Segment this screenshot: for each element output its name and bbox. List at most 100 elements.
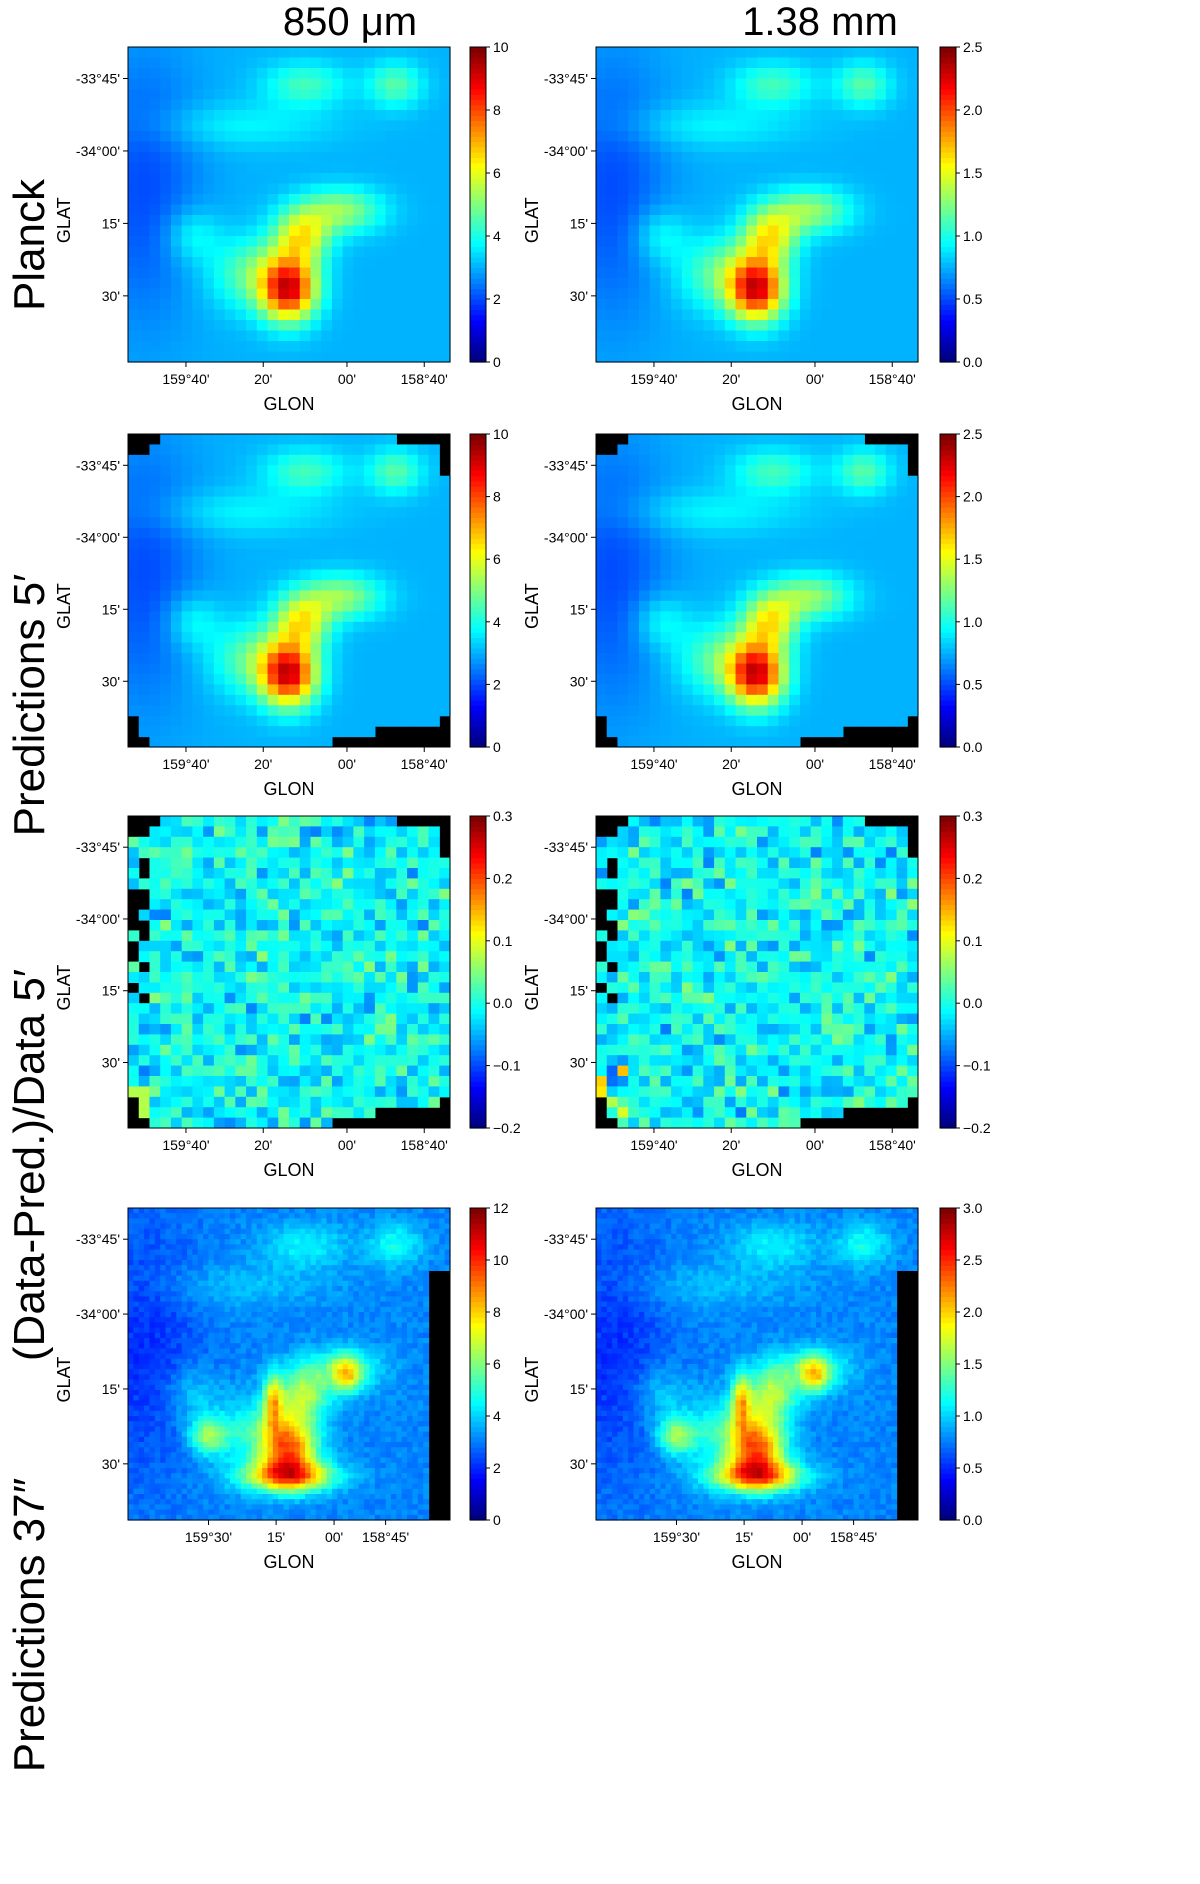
colorbar-tick-label: 2 [493,676,501,692]
x-tick-label: 158°40' [869,756,916,772]
x-tick-label: 158°40' [869,371,916,387]
colorbar: 0.0 0.5 1.0 1.5 2.0 2.5 [939,426,983,755]
y-axis-label: GLAT [522,583,542,629]
colorbar-tick-label: 12 [493,1200,509,1216]
colorbar-tick-label: 0.1 [493,933,513,949]
x-axis-label: GLON [263,1160,314,1180]
colorbar: 0 2 4 6 8 10 [469,426,509,755]
colorbar-tick-label: 2.5 [963,39,983,55]
plot-frame [595,815,919,1129]
y-tick-label: -34°00' [544,1306,588,1322]
y-axis-label: GLAT [54,583,74,629]
x-tick-label: 20' [722,756,740,772]
heatmap-grid [128,1208,451,1521]
colorbar-tick-label: 0.0 [963,1512,983,1528]
y-tick-label: -33°45' [544,1231,588,1247]
plot-frame [595,433,919,748]
y-tick-label: 15' [570,983,588,999]
colorbar-tick-label: 10 [493,426,509,442]
plot-frame [595,46,919,363]
heatmap-grid [128,816,451,1129]
x-axis-label: GLON [263,1552,314,1572]
y-tick-label: 30' [570,1456,588,1472]
colorbar-tick-label: 1.5 [963,551,983,567]
colorbar-tick-label: −0.2 [963,1120,991,1136]
colorbar-tick-label: 0.2 [493,870,513,886]
heatmap-grid [596,47,919,363]
x-tick-label: 159°30' [185,1529,232,1545]
x-tick-label: 00' [338,756,356,772]
x-tick-label: 00' [793,1529,811,1545]
x-tick-label: 159°40' [630,756,677,772]
x-axis-label: GLON [731,1160,782,1180]
colorbar-tick-label: 4 [493,614,501,630]
x-tick-label: 158°40' [869,1137,916,1153]
x-tick-label: 00' [806,1137,824,1153]
x-tick-label: 158°45' [830,1529,877,1545]
panel-1-1: 159°40' 20' 00' 158°40' -33°45' -34°00' 15' 30'… [54,39,509,414]
y-tick-label: -33°45' [544,839,588,855]
colorbar-tick-label: 0.3 [963,808,983,824]
panel-1-2: 159°40' 20' 00' 158°40' -33°45' -34°00' 15' 30'… [522,39,983,414]
y-tick-label: 15' [102,1381,120,1397]
colorbar-tick-label: 10 [493,39,509,55]
y-tick-label: -33°45' [544,71,588,87]
colorbar-tick-label: 6 [493,165,501,181]
colorbar-tick-label: 6 [493,551,501,567]
colorbar-tick-label: −0.2 [493,1120,521,1136]
panel-4-1: 159°30' 15' 00' 158°45' -33°45' -34°00' 15' 30'… [54,1200,509,1572]
colorbar-tick-label: 8 [493,1304,501,1320]
column-title-1-38mm: 1.38 mm [742,0,898,44]
colorbar-tick-label: 8 [493,102,501,118]
colorbar-tick-label: 0.0 [493,995,513,1011]
colorbar-tick-label: 2.5 [963,426,983,442]
y-tick-label: -33°45' [76,1231,120,1247]
column-title-850um: 850 μm [282,0,418,44]
heatmap-grid [596,434,919,748]
colorbar-tick-label: 0.0 [963,354,983,370]
y-tick-label: -34°00' [76,1306,120,1322]
colorbar-tick-label: 0.5 [963,676,983,692]
y-tick-label: 30' [102,1054,120,1070]
y-tick-label: -34°00' [76,911,120,927]
x-tick-label: 159°40' [162,1137,209,1153]
x-tick-label: 15' [267,1529,285,1545]
colorbar: 0 2 4 6 8 10 [469,39,509,370]
x-tick-label: 158°40' [401,1137,448,1153]
y-tick-label: -34°00' [76,143,120,159]
colorbar: 0.0 0.5 1.0 1.5 2.0 2.5 3.0 [939,1200,983,1528]
colorbar-tick-label: 0.1 [963,933,983,949]
y-axis-label: GLAT [54,197,74,243]
x-tick-label: 159°40' [630,1137,677,1153]
colorbar: 0 2 4 6 8 10 12 [469,1200,509,1528]
y-tick-label: 30' [570,288,588,304]
panel-4-2: 159°30' 15' 00' 158°45' -33°45' -34°00' 15' 30'… [522,1200,983,1572]
colorbar-tick-label: 2.5 [963,1252,983,1268]
x-tick-label: 20' [254,1137,272,1153]
y-tick-label: 15' [102,215,120,231]
colorbar: −0.2 −0.1 0.0 0.1 0.2 0.3 [469,808,521,1136]
y-tick-label: 15' [570,215,588,231]
plot-frame [595,1207,919,1521]
plot-frame [127,815,451,1129]
x-tick-label: 00' [806,756,824,772]
plot-frame [127,433,451,748]
panel-3-2: 159°40' 20' 00' 158°40' -33°45' -34°00' 15' 30'… [522,808,991,1180]
colorbar-tick-label: 1.0 [963,614,983,630]
colorbar-tick-label: 10 [493,1252,509,1268]
y-axis-label: GLAT [522,197,542,243]
colorbar-frame [939,815,957,1129]
colorbar-tick-label: 0.0 [963,739,983,755]
x-tick-label: 20' [254,756,272,772]
x-tick-label: 00' [338,1137,356,1153]
heatmap-grid [596,816,919,1129]
x-tick-label: 15' [735,1529,753,1545]
colorbar-frame [469,815,487,1129]
colorbar-tick-label: −0.1 [493,1058,521,1074]
x-tick-label: 20' [722,1137,740,1153]
colorbar-tick-label: 4 [493,228,501,244]
colorbar-tick-label: 3.0 [963,1200,983,1216]
x-axis-label: GLON [731,1552,782,1572]
y-axis-label: GLAT [54,965,74,1011]
